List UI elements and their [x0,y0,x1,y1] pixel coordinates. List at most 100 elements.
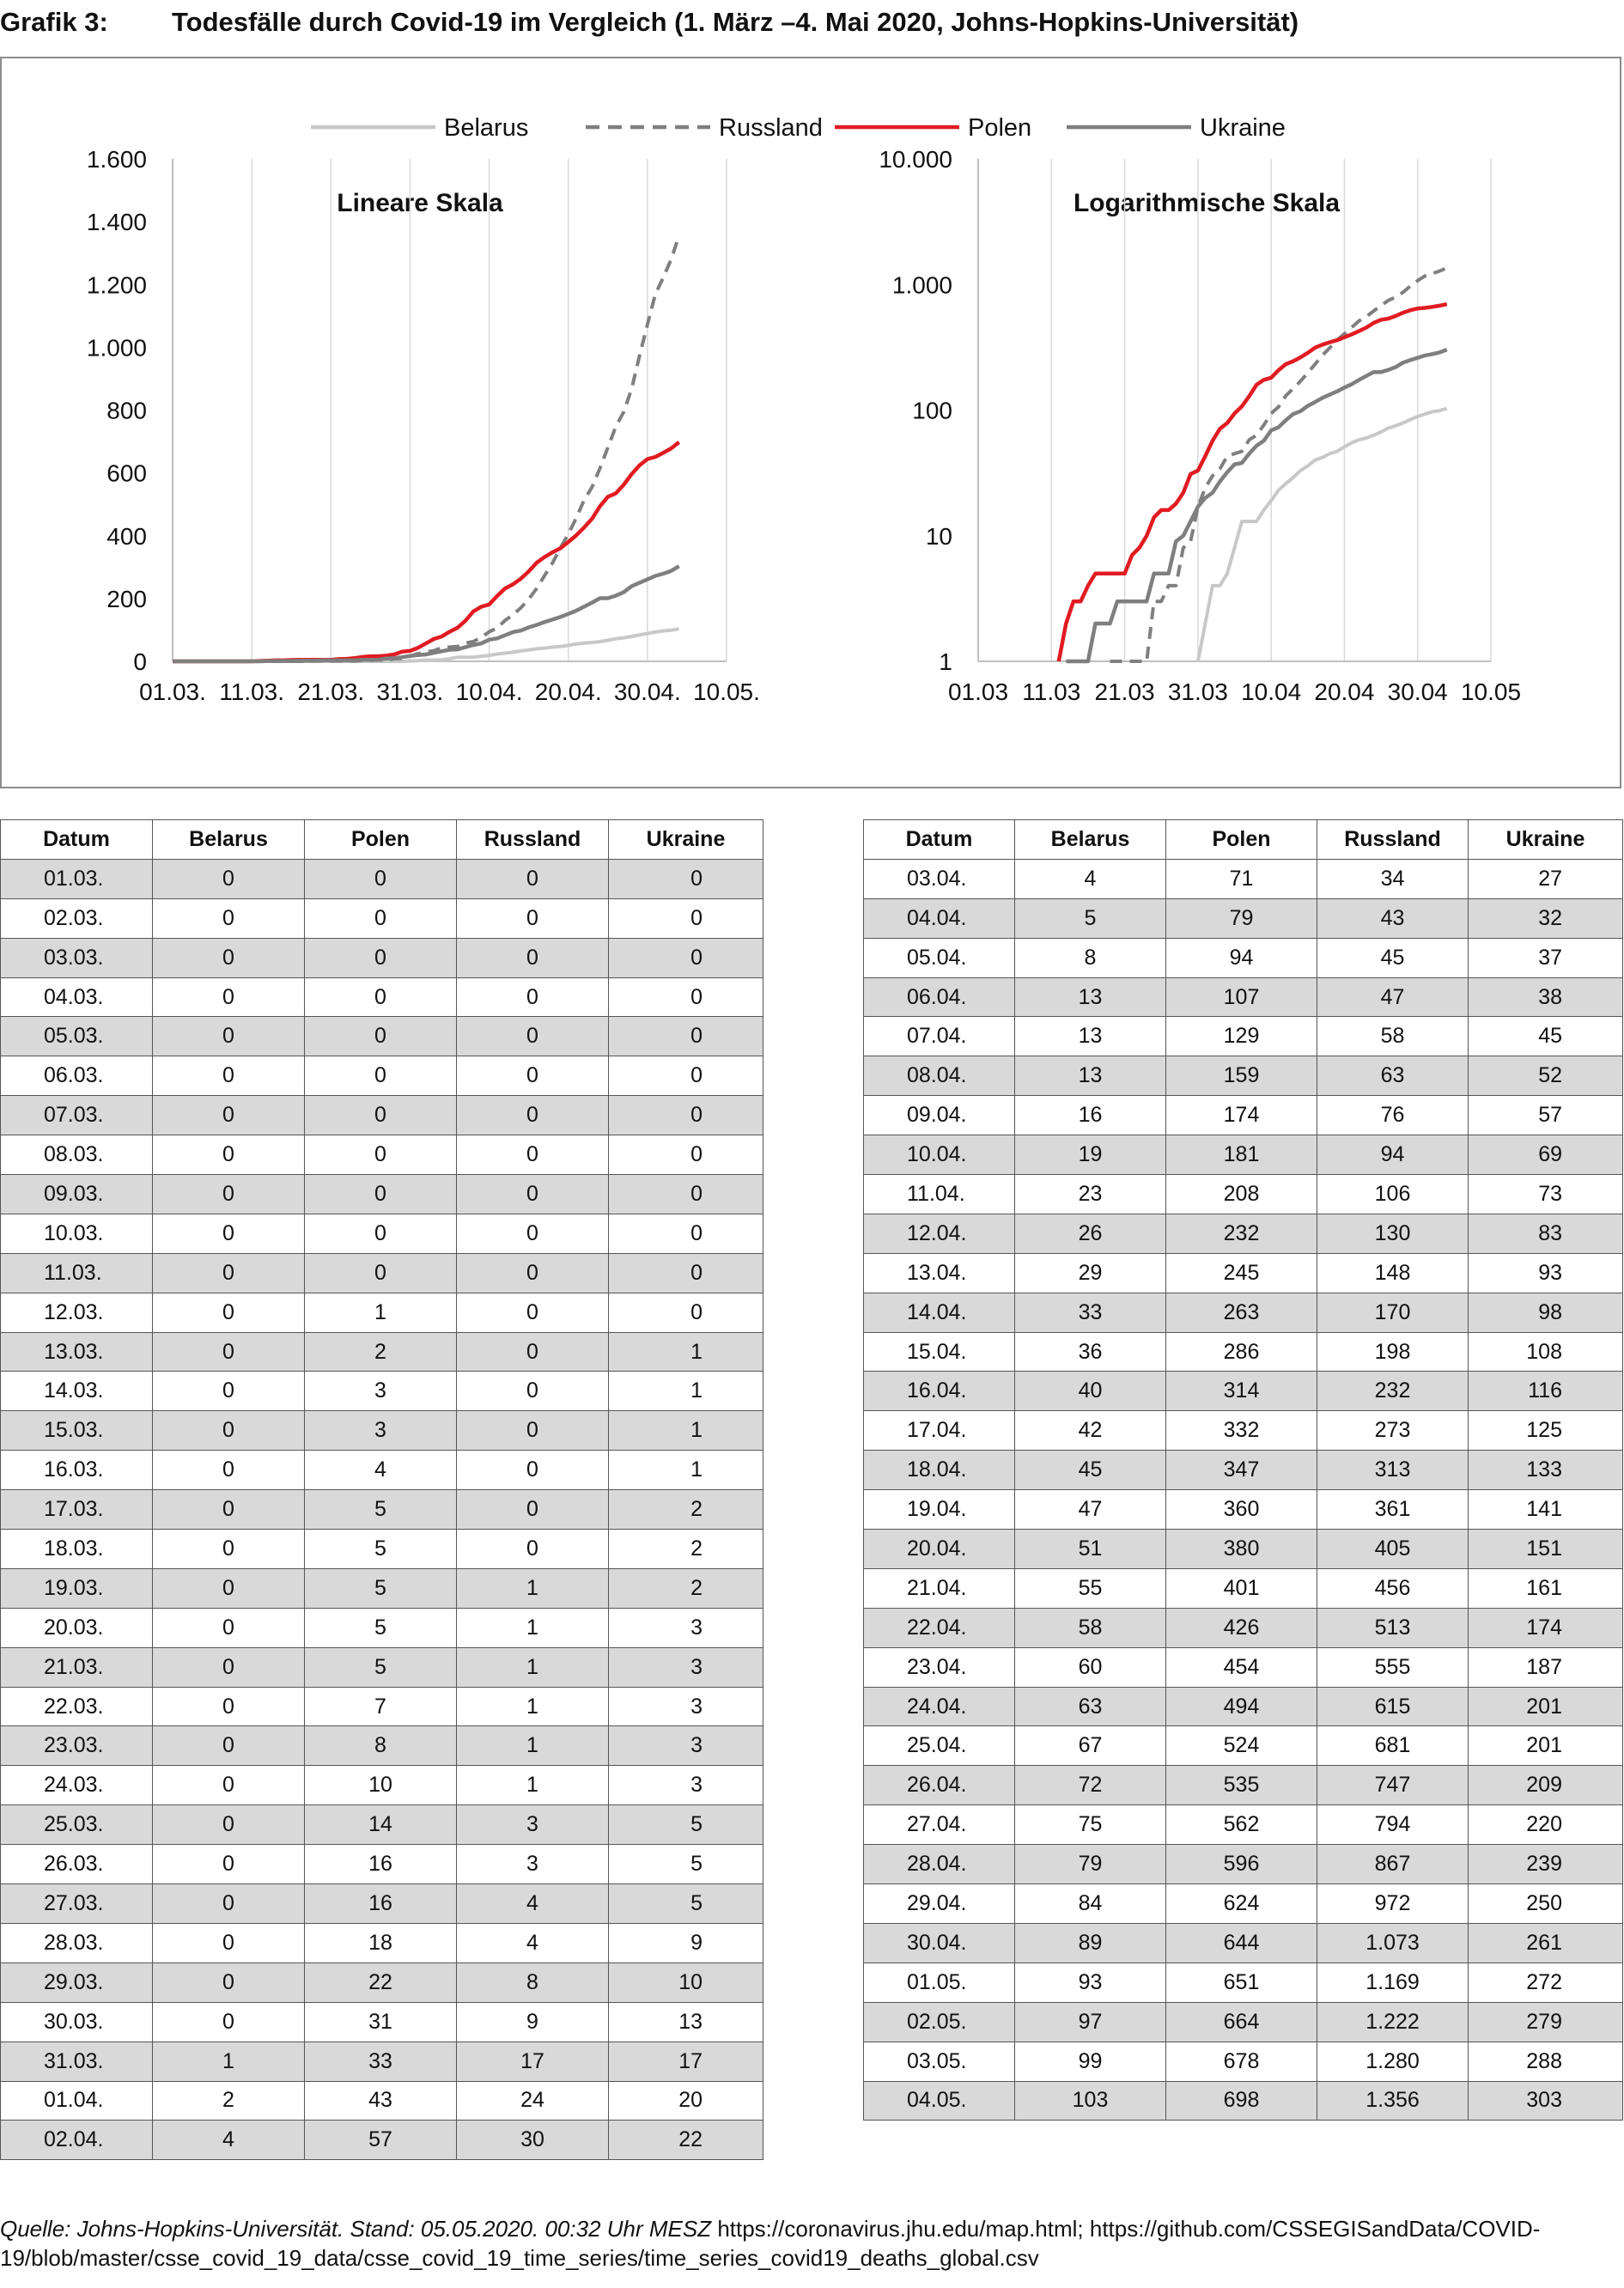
table-row: 12.04. 26 232 130 83 [863,1213,1623,1254]
data-table-right: Datum Belarus Polen Russland Ukraine 03.04. 4… [863,819,1623,2121]
date-cell: 03.03. [0,937,153,978]
lin-ytick-label: 600 [106,460,147,487]
legend-label-russland: Russland [719,114,823,142]
value-cell-polen: 0 [304,1016,457,1057]
date-cell: 21.04. [863,1567,1015,1609]
value-cell-ukraine: 17 [608,2041,763,2082]
value-cell-belarus: 13 [1014,1056,1166,1097]
value-cell-belarus: 13 [1014,1016,1166,1057]
column-header-ukraine: Ukraine [608,819,763,860]
table-row: 07.03. 0 0 0 0 [0,1095,763,1136]
value-cell-polen: 245 [1165,1252,1317,1293]
date-cell: 14.04. [863,1292,1015,1333]
table-row: 09.04. 16 174 76 57 [863,1095,1623,1136]
value-cell-russland: 0 [456,1489,609,1530]
table-row: 05.04. 8 94 45 37 [863,937,1623,978]
date-cell: 15.03. [0,1410,153,1451]
value-cell-polen: 3 [304,1410,457,1451]
value-cell-ukraine: 2 [608,1529,763,1569]
value-cell-belarus: 45 [1014,1450,1166,1491]
date-cell: 20.03. [0,1607,153,1648]
table-row: 15.03. 0 3 0 1 [0,1410,763,1451]
value-cell-belarus: 0 [152,858,305,899]
date-cell: 05.04. [863,937,1015,978]
log-ytick-label: 10 [926,523,952,550]
lin-ytick-label: 1.400 [87,209,147,235]
value-cell-belarus: 0 [152,1095,305,1136]
value-cell-polen: 380 [1165,1529,1317,1569]
value-cell-polen: 4 [304,1450,457,1491]
table-row: 19.04. 47 360 361 141 [863,1489,1623,1530]
date-cell: 31.03. [0,2041,153,2082]
date-cell: 11.03. [0,1252,153,1293]
value-cell-russland: 0 [456,1056,609,1097]
date-cell: 10.03. [0,1213,153,1254]
log-xtick-label: 10.05 [1461,678,1521,705]
value-cell-belarus: 0 [152,1529,305,1569]
date-cell: 03.05. [863,2041,1015,2082]
date-cell: 08.03. [0,1135,153,1176]
table-row: 08.03. 0 0 0 0 [0,1135,763,1176]
value-cell-russland: 0 [456,1213,609,1254]
value-cell-ukraine: 1 [608,1331,763,1372]
table-row: 10.03. 0 0 0 0 [0,1213,763,1254]
table-row: 03.04. 4 71 34 27 [863,858,1623,899]
value-cell-ukraine: 108 [1468,1331,1623,1372]
value-cell-russland: 0 [456,1450,609,1491]
value-cell-ukraine: 201 [1468,1725,1623,1767]
value-cell-russland: 0 [456,1410,609,1451]
table-row: 17.04. 42 332 273 125 [863,1410,1623,1451]
value-cell-russland: 1.356 [1317,2080,1469,2121]
value-cell-russland: 555 [1317,1646,1469,1688]
table-row: 25.03. 0 14 3 5 [0,1804,763,1846]
table-row: 03.05. 99 678 1.280 288 [863,2041,1623,2082]
table-row: 14.03. 0 3 0 1 [0,1371,763,1412]
table-row: 21.03. 0 5 1 3 [0,1646,763,1688]
value-cell-belarus: 0 [152,1962,305,2003]
table-row: 18.04. 45 347 313 133 [863,1450,1623,1491]
figure-label: Grafik 3: [0,7,108,37]
date-cell: 07.03. [0,1095,153,1136]
value-cell-russland: 130 [1317,1213,1469,1254]
date-cell: 24.03. [0,1765,153,1806]
chart-panel: Belarus Russland Polen Ukraine Lineare Skala… [0,57,1621,788]
value-cell-belarus: 29 [1014,1252,1166,1293]
value-cell-ukraine: 5 [608,1804,763,1846]
value-cell-russland: 30 [456,2120,609,2161]
value-cell-ukraine: 116 [1468,1371,1623,1412]
log-xtick-label: 11.03 [1022,678,1080,705]
value-cell-russland: 361 [1317,1489,1469,1530]
value-cell-ukraine: 125 [1468,1410,1623,1451]
value-cell-polen: 1 [304,1292,457,1333]
value-cell-ukraine: 20 [608,2080,763,2121]
value-cell-ukraine: 0 [608,937,763,978]
value-cell-ukraine: 0 [608,1174,763,1214]
value-cell-polen: 94 [1165,937,1317,978]
value-cell-belarus: 0 [152,977,305,1018]
value-cell-ukraine: 133 [1468,1450,1623,1491]
value-cell-polen: 16 [304,1883,457,1924]
date-cell: 26.03. [0,1844,153,1885]
value-cell-ukraine: 279 [1468,2001,1623,2042]
value-cell-polen: 2 [304,1331,457,1372]
log-ytick-label: 1.000 [892,271,952,298]
value-cell-belarus: 2 [152,2080,305,2121]
value-cell-belarus: 16 [1014,1095,1166,1136]
date-cell: 16.04. [863,1371,1015,1412]
value-cell-ukraine: 3 [608,1765,763,1806]
value-cell-polen: 7 [304,1686,457,1727]
date-cell: 18.03. [0,1529,153,1569]
value-cell-polen: 8 [304,1725,457,1767]
column-header-datum: Datum [863,819,1015,860]
value-cell-belarus: 26 [1014,1213,1166,1254]
table-row: 24.04. 63 494 615 201 [863,1686,1623,1727]
log-series-ukraine [1066,347,1448,664]
date-cell: 30.04. [863,1922,1015,1963]
value-cell-belarus: 4 [152,2120,305,2161]
date-cell: 18.04. [863,1450,1015,1491]
date-cell: 01.04. [0,2080,153,2121]
value-cell-ukraine: 250 [1468,1883,1623,1924]
value-cell-polen: 208 [1165,1174,1317,1214]
value-cell-russland: 3 [456,1844,609,1885]
value-cell-ukraine: 83 [1468,1213,1623,1254]
